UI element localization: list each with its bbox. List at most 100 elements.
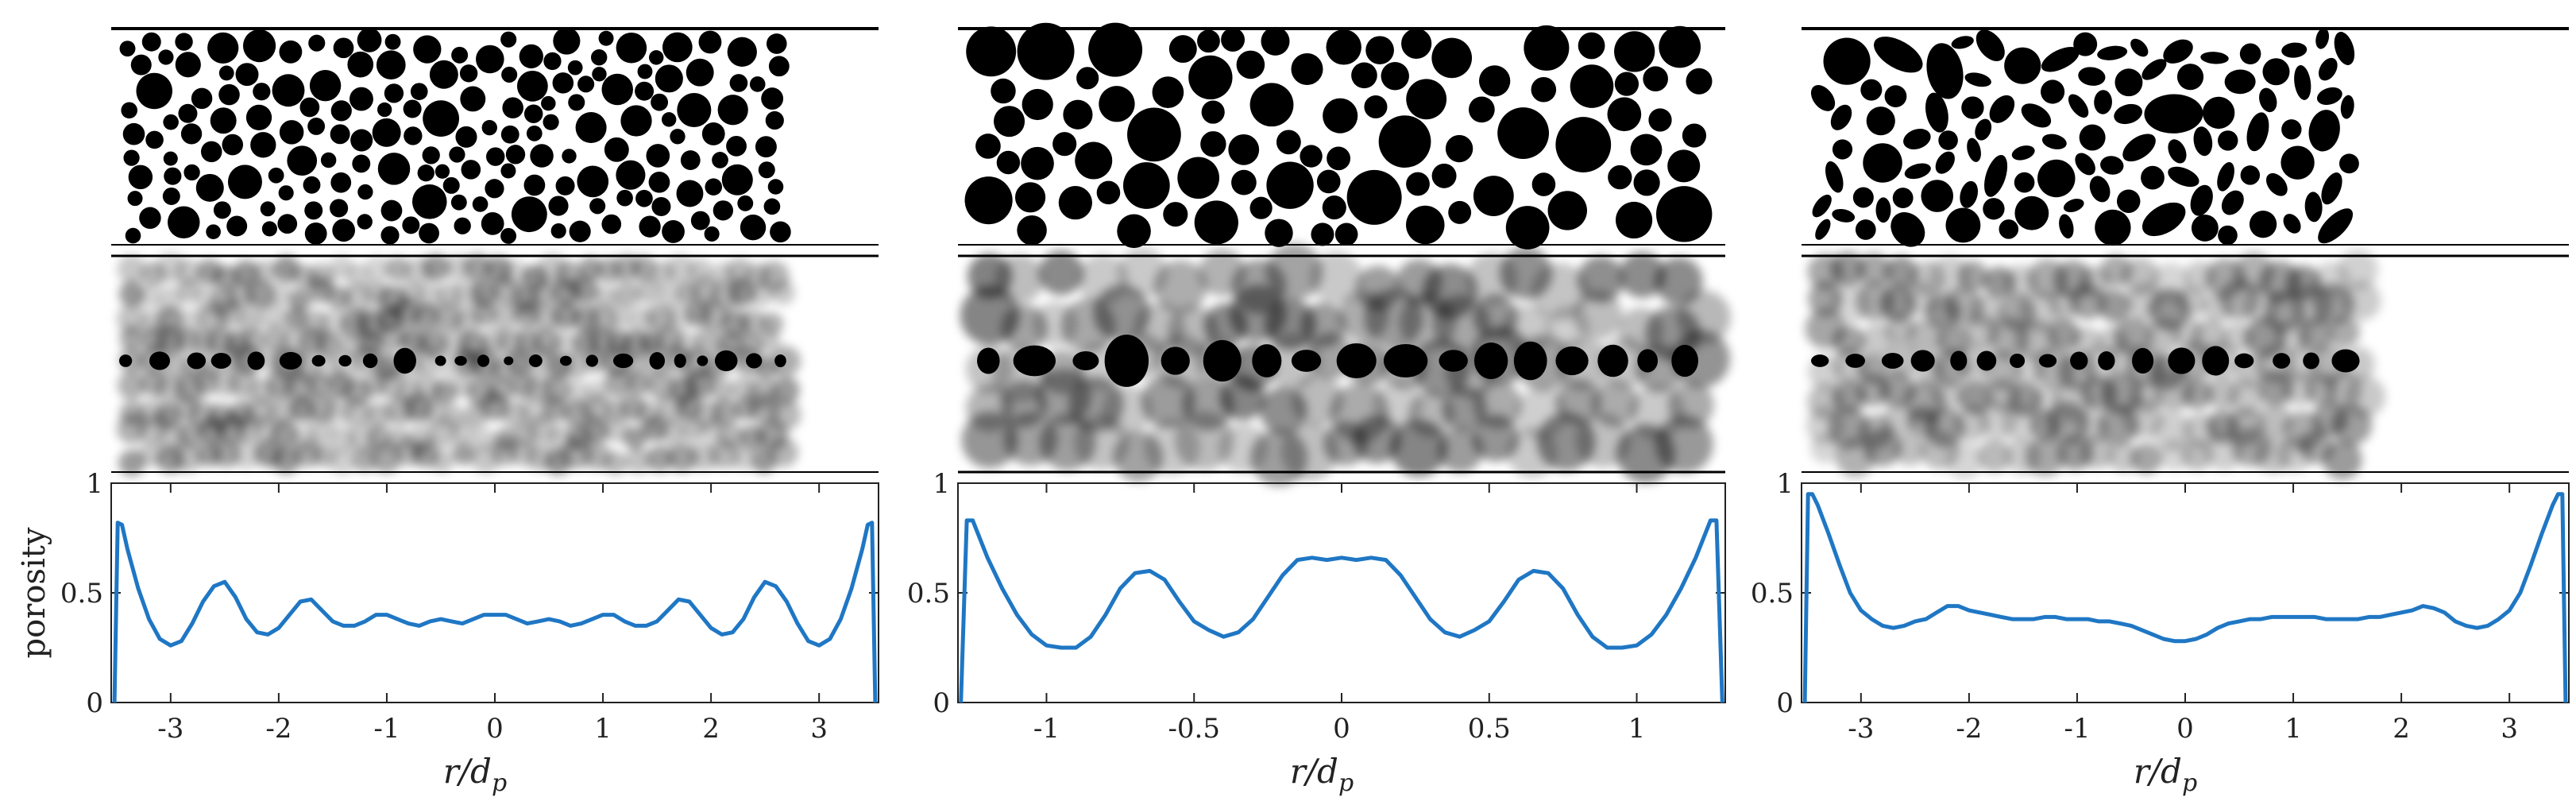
particle: [1945, 207, 1981, 243]
y-axis-label: porosity: [16, 527, 52, 658]
particle: [178, 103, 198, 123]
particle: [384, 33, 401, 50]
particle: [646, 144, 670, 168]
center-particle: [1881, 353, 1904, 369]
particle: [1197, 29, 1220, 53]
particle: [1578, 32, 1605, 60]
particle: [125, 227, 141, 244]
particle: [713, 200, 734, 221]
particle: [991, 78, 1016, 104]
center-particle: [649, 352, 666, 370]
particle: [402, 216, 420, 234]
projection-blob: [760, 312, 784, 336]
projection-blob: [1531, 262, 1589, 321]
x-tick-label: 2: [702, 713, 720, 745]
particle: [2315, 28, 2330, 49]
center-particle: [1072, 351, 1099, 370]
particle: [2283, 214, 2301, 234]
particle: [449, 146, 465, 163]
particle: [352, 154, 371, 173]
particle: [1381, 62, 1409, 91]
projection-blob: [770, 280, 796, 305]
projection-blob: [431, 380, 458, 406]
particle: [1964, 72, 1991, 87]
projection-blob: [748, 281, 774, 307]
y-tick-label: 1: [86, 468, 103, 500]
particle: [519, 44, 543, 69]
particle: [2075, 153, 2095, 176]
particle: [287, 145, 318, 176]
projection-blob: [176, 421, 204, 448]
particle: [2141, 165, 2165, 190]
particle: [1938, 130, 1958, 150]
particle: [2294, 64, 2311, 100]
particle: [677, 92, 712, 128]
x-tick-label: 3: [810, 713, 828, 745]
projection-blob: [711, 378, 735, 403]
particle: [1648, 108, 1672, 132]
particle: [472, 196, 489, 212]
particle: [635, 81, 655, 101]
particle: [590, 49, 608, 66]
particle: [765, 110, 784, 130]
particle: [1473, 176, 1514, 216]
projection-image-1: [111, 251, 879, 477]
projection-blob: [117, 254, 147, 285]
particle: [680, 150, 701, 170]
particle: [422, 146, 440, 165]
center-particle: [774, 354, 786, 368]
particle: [1875, 197, 1891, 223]
particle: [1630, 134, 1663, 166]
series-line: [1802, 492, 2568, 703]
particle: [330, 199, 349, 218]
particle: [729, 74, 748, 92]
particle: [670, 129, 686, 145]
particle: [1378, 115, 1431, 168]
x-axis-label-2: r/dp: [1290, 752, 1354, 797]
projection-blob: [571, 276, 599, 304]
projection-blob: [431, 450, 454, 474]
particle: [1021, 146, 1054, 180]
particle: [350, 129, 373, 152]
projection-blob: [2228, 380, 2265, 416]
center-particle: [338, 354, 352, 367]
particle: [2176, 64, 2204, 91]
particle: [500, 125, 519, 144]
particle: [1983, 198, 2005, 220]
particle: [2078, 67, 2106, 86]
particle: [357, 27, 382, 52]
particle: [712, 152, 728, 168]
projection-blob: [994, 254, 1045, 304]
porosity-chart-2: 0 0.5 1 -1 -0.5 0 0.5 1: [907, 468, 1726, 745]
particle: [2095, 209, 2131, 246]
projection-blob: [288, 289, 311, 313]
particle: [128, 165, 153, 190]
particle: [620, 105, 652, 137]
particle: [1127, 107, 1181, 162]
particle: [2114, 103, 2142, 125]
particle: [1866, 106, 1895, 136]
projection-blob: [561, 438, 593, 470]
particle: [347, 51, 374, 78]
particle: [1406, 79, 1447, 120]
particle: [268, 167, 284, 184]
particle: [662, 220, 685, 243]
particle: [543, 52, 562, 71]
particle: [1265, 219, 1293, 247]
particle: [227, 165, 262, 199]
particle: [1616, 201, 1653, 239]
particle: [964, 176, 1013, 225]
particle: [2037, 159, 2076, 198]
projection-blob: [1619, 252, 1666, 298]
particle: [419, 223, 439, 244]
particle: [1168, 35, 1197, 64]
particle: [2116, 189, 2141, 213]
projection-blob: [1578, 256, 1624, 303]
projection-blob: [1473, 380, 1522, 429]
x-tick-label: -1: [2064, 713, 2090, 745]
particle: [434, 164, 450, 179]
projection-blob: [237, 308, 264, 335]
projection-blob: [329, 449, 356, 475]
packing-image-3: [1802, 27, 2569, 247]
particle: [1276, 130, 1301, 155]
